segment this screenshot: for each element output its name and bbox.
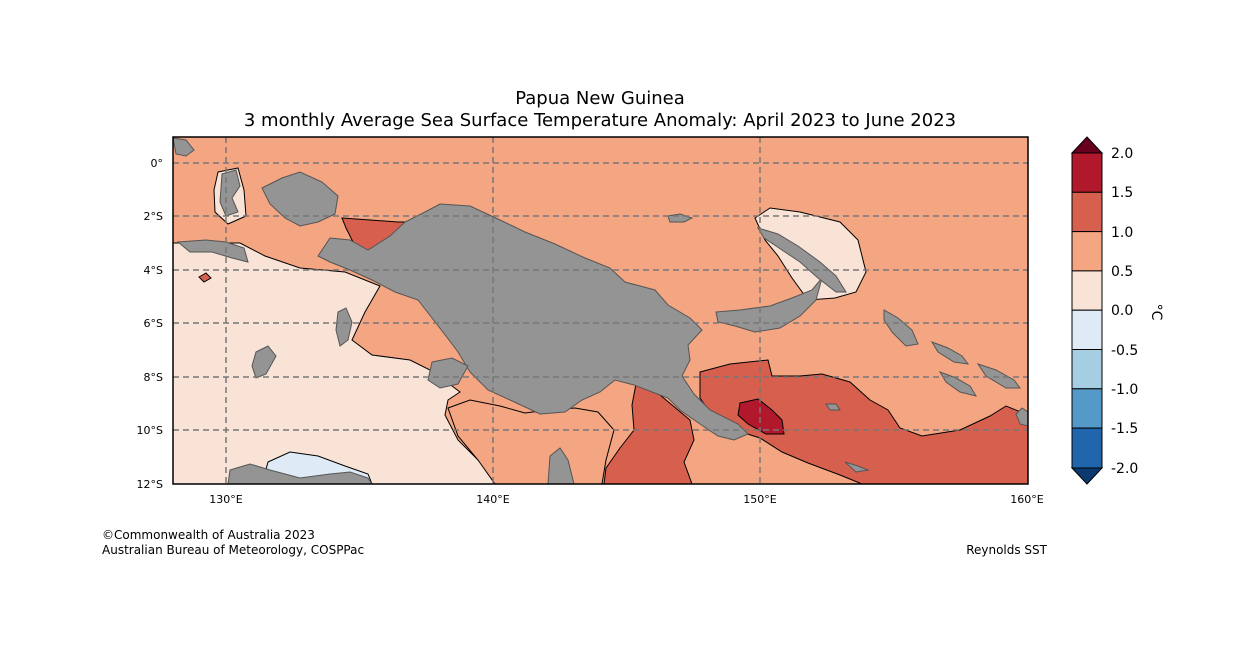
colorbar <box>1070 136 1104 485</box>
map-area <box>173 137 1028 484</box>
solomon-islands-3 <box>938 371 978 397</box>
tanimbar-islands <box>251 345 277 379</box>
colorbar-ticks: 2.0 1.5 1.0 0.5 0.0 -0.5 -1.0 -1.5 -2.0 <box>1111 146 1138 477</box>
map-subtitle: 3 monthly Average Sea Surface Temperatur… <box>243 110 957 131</box>
solomon-islands-2 <box>976 363 1021 389</box>
lat-label: 8°S <box>144 371 163 384</box>
cape-york <box>547 447 575 484</box>
lon-labels: 130°E 140°E 150°E 160°E <box>209 493 1043 506</box>
colorbar-swatch <box>1071 191 1103 233</box>
new-ireland <box>756 227 847 293</box>
solomons-edge <box>1015 407 1028 427</box>
lon-label: 130°E <box>209 493 242 506</box>
yos-sudarso-island <box>427 357 469 389</box>
colorbar-tick: 0.0 <box>1111 303 1133 319</box>
colorbar-swatch <box>1071 309 1103 351</box>
northwest-peninsula-tip <box>173 137 195 157</box>
colorbar-tick: 0.5 <box>1111 264 1133 280</box>
colorbar-swatch <box>1071 152 1103 193</box>
halmahera <box>219 169 241 217</box>
anomaly-zone-0.0-0.5-new-ireland <box>754 207 867 301</box>
lon-label: 160°E <box>1010 493 1043 506</box>
lat-label: 2°S <box>144 210 163 223</box>
new-britain <box>715 277 823 333</box>
colorbar-swatch <box>1071 388 1103 429</box>
bird-head-peninsula <box>261 171 339 227</box>
map-title: Papua New Guinea <box>515 88 685 109</box>
lat-label: 0° <box>151 157 164 170</box>
copyright-line: ©Commonwealth of Australia 2023 <box>102 528 315 542</box>
credits: ©Commonwealth of Australia 2023 Australi… <box>102 528 364 558</box>
solomon-islands-1 <box>930 341 970 365</box>
arnhem-land <box>227 463 373 484</box>
data-source: Reynolds SST <box>966 543 1047 557</box>
lon-label: 150°E <box>743 493 776 506</box>
tagula-island <box>844 461 870 473</box>
colorbar-tick: -2.0 <box>1111 461 1138 477</box>
lat-labels: 0° 2°S 4°S 6°S 8°S 10°S 12°S <box>137 157 163 491</box>
aru-islands <box>335 307 353 347</box>
colorbar-over-arrow <box>1070 136 1104 154</box>
colorbar-swatch <box>1071 427 1103 469</box>
woodlark-island <box>825 403 841 411</box>
colorbar-tick: 1.0 <box>1111 225 1133 241</box>
lat-label: 6°S <box>144 317 163 330</box>
lat-label: 4°S <box>144 264 163 277</box>
lon-label: 140°E <box>476 493 509 506</box>
colorbar-tick: -0.5 <box>1111 343 1138 359</box>
anomaly-zone-1.0-1.5-small <box>198 272 212 283</box>
colorbar-tick: -1.5 <box>1111 421 1138 437</box>
colorbar-swatch <box>1071 231 1103 272</box>
seram <box>176 239 249 263</box>
agency-line: Australian Bureau of Meteorology, COSPPa… <box>102 543 365 557</box>
new-guinea-mainland <box>317 203 749 441</box>
lat-label: 12°S <box>137 478 163 491</box>
anomaly-zone-1.5-2.0 <box>737 398 785 435</box>
colorbar-tick: 2.0 <box>1111 146 1133 162</box>
colorbar-tick: -1.0 <box>1111 382 1138 398</box>
colorbar-under-arrow <box>1070 467 1104 485</box>
land-masses <box>173 137 1028 484</box>
anomaly-zone-1.0-1.5-gulf <box>603 383 695 484</box>
colorbar-swatch <box>1071 349 1103 390</box>
graticule <box>173 137 1028 484</box>
anomaly-zone-0.5-1.0-pocket <box>447 399 615 484</box>
colorbar-swatch <box>1071 270 1103 311</box>
colorbar-unit: °C <box>1148 304 1164 321</box>
colorbar-tick: 1.5 <box>1111 185 1133 201</box>
map-frame <box>172 136 1029 485</box>
bougainville <box>883 309 919 347</box>
lat-label: 10°S <box>137 424 163 437</box>
